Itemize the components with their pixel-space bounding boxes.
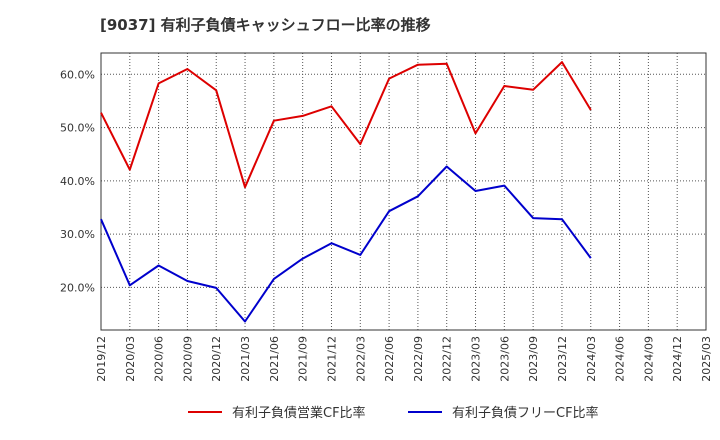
x-tick-label: 2019/12 bbox=[95, 336, 108, 382]
x-tick-label: 2022/09 bbox=[412, 336, 425, 382]
legend-label-operating-cf: 有利子負債営業CF比率 bbox=[232, 406, 366, 421]
legend-item-free-cf: 有利子負債フリーCF比率 bbox=[408, 402, 599, 421]
y-tick-label: 40.0% bbox=[60, 175, 95, 188]
y-tick-label: 20.0% bbox=[60, 281, 95, 294]
x-tick-label: 2020/06 bbox=[153, 336, 166, 382]
x-tick-label: 2021/09 bbox=[297, 336, 310, 382]
x-tick-label: 2020/09 bbox=[181, 336, 194, 382]
chart-title: [9037] 有利子負債キャッシュフロー比率の推移 bbox=[100, 16, 431, 34]
x-tick-label: 2022/06 bbox=[383, 336, 396, 382]
x-tick-label: 2024/09 bbox=[642, 336, 655, 382]
x-tick-label: 2023/06 bbox=[498, 336, 511, 382]
y-tick-label: 30.0% bbox=[60, 228, 95, 241]
plot-area bbox=[101, 53, 706, 330]
x-tick-label: 2021/03 bbox=[239, 336, 252, 382]
x-tick-label: 2023/03 bbox=[470, 336, 483, 382]
x-tick-label: 2023/09 bbox=[527, 336, 540, 382]
x-tick-label: 2022/12 bbox=[441, 336, 454, 382]
x-tick-label: 2021/12 bbox=[325, 336, 338, 382]
x-tick-label: 2024/03 bbox=[585, 336, 598, 382]
series-line-0 bbox=[100, 61, 592, 189]
x-tick-label: 2025/03 bbox=[700, 336, 713, 382]
legend-swatch-red bbox=[188, 410, 222, 413]
chart-legend: 有利子負債営業CF比率 有利子負債フリーCF比率 bbox=[0, 402, 720, 426]
x-tick-label: 2024/12 bbox=[671, 336, 684, 382]
legend-item-operating-cf: 有利子負債営業CF比率 bbox=[188, 402, 366, 421]
x-tick-label: 2022/03 bbox=[354, 336, 367, 382]
plot-border bbox=[100, 52, 707, 331]
x-tick-label: 2020/12 bbox=[210, 336, 223, 382]
y-tick-label: 50.0% bbox=[60, 122, 95, 135]
line-chart: 20.0% 30.0% 40.0% 50.0% 60.0% 2019/12 2020/03 2… bbox=[60, 52, 713, 382]
y-tick-label: 60.0% bbox=[60, 68, 95, 81]
x-tick-label: 2021/06 bbox=[268, 336, 281, 382]
x-tick-label: 2024/06 bbox=[614, 336, 627, 382]
legend-swatch-blue bbox=[408, 410, 442, 413]
x-tick-label: 2020/03 bbox=[124, 336, 137, 382]
x-tick-label: 2023/12 bbox=[556, 336, 569, 382]
legend-label-free-cf: 有利子負債フリーCF比率 bbox=[452, 406, 599, 421]
series-line-1 bbox=[100, 165, 592, 323]
